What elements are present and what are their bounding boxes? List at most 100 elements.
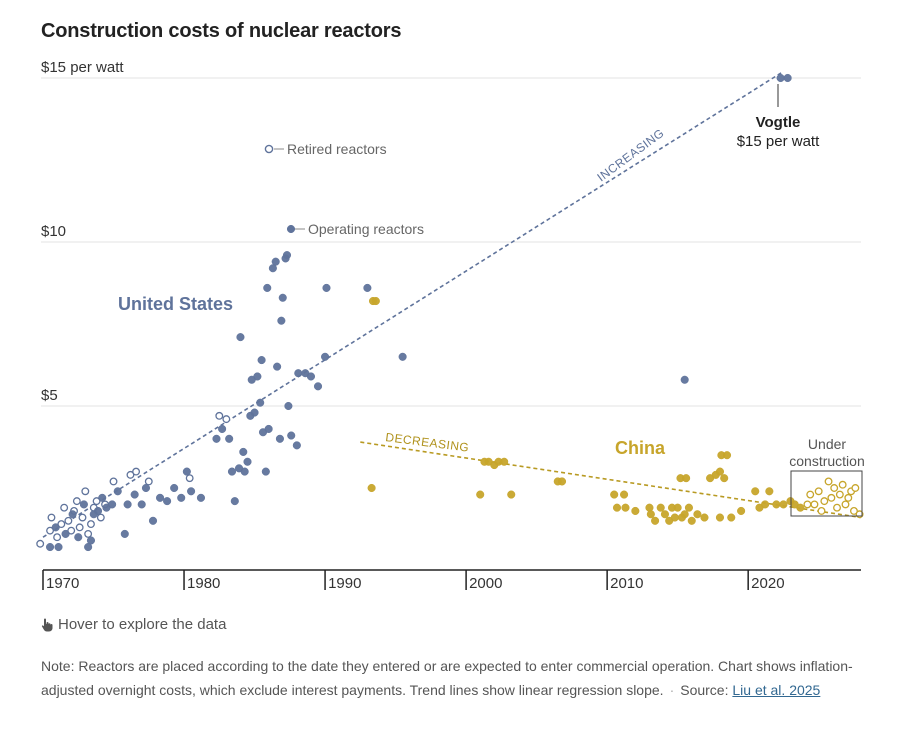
- us-operating-point[interactable]: [218, 424, 227, 434]
- us-operating-point[interactable]: [182, 467, 191, 476]
- china-operating-point[interactable]: [779, 500, 788, 509]
- china-operating-point[interactable]: [737, 506, 746, 516]
- china-under_construction-point[interactable]: [810, 500, 819, 509]
- us-operating-point[interactable]: [108, 500, 117, 509]
- us-operating-point[interactable]: [294, 369, 303, 378]
- china-operating-point[interactable]: [610, 490, 619, 499]
- china-operating-point[interactable]: [645, 503, 654, 512]
- us-operating-point[interactable]: [68, 510, 77, 519]
- us-operating-point[interactable]: [263, 283, 272, 292]
- china-operating-point[interactable]: [765, 487, 774, 496]
- us-operating-point[interactable]: [257, 356, 266, 365]
- us-retired-point[interactable]: [78, 513, 87, 522]
- us-operating-point[interactable]: [776, 73, 785, 83]
- us-retired-point[interactable]: [84, 529, 93, 538]
- us-operating-point[interactable]: [313, 382, 323, 391]
- china-operating-point[interactable]: [651, 516, 660, 525]
- china-operating-point[interactable]: [631, 506, 640, 516]
- us-retired-point[interactable]: [60, 503, 69, 512]
- us-retired-point[interactable]: [222, 415, 231, 424]
- data-points[interactable]: [36, 73, 864, 552]
- us-retired-point[interactable]: [64, 516, 73, 525]
- us-operating-point[interactable]: [212, 434, 221, 443]
- us-operating-point[interactable]: [79, 500, 88, 509]
- us-operating-point[interactable]: [227, 467, 237, 476]
- us-operating-point[interactable]: [113, 487, 122, 496]
- us-operating-point[interactable]: [225, 434, 234, 443]
- us-operating-point[interactable]: [322, 283, 331, 292]
- us-operating-point[interactable]: [261, 467, 270, 476]
- china-operating-point[interactable]: [680, 510, 689, 519]
- china-operating-point[interactable]: [612, 503, 622, 512]
- china-under_construction-point[interactable]: [803, 500, 812, 509]
- us-operating-point[interactable]: [250, 408, 259, 417]
- us-operating-point[interactable]: [278, 293, 287, 302]
- china-operating-point[interactable]: [673, 503, 682, 512]
- china-operating-point[interactable]: [620, 490, 629, 499]
- us-retired-point[interactable]: [96, 513, 105, 522]
- us-operating-point[interactable]: [123, 500, 132, 509]
- us-operating-point[interactable]: [61, 529, 70, 538]
- china-under_construction-point[interactable]: [838, 480, 847, 489]
- us-operating-point[interactable]: [253, 372, 262, 381]
- us-operating-point[interactable]: [275, 434, 284, 443]
- us-retired-point[interactable]: [126, 470, 135, 479]
- source-link[interactable]: Liu et al. 2025: [732, 682, 821, 698]
- us-operating-point[interactable]: [398, 352, 407, 361]
- us-operating-point[interactable]: [680, 375, 689, 384]
- china-operating-point[interactable]: [371, 296, 380, 306]
- china-under_construction-point[interactable]: [824, 477, 833, 486]
- us-operating-point[interactable]: [236, 333, 245, 342]
- china-operating-point[interactable]: [682, 474, 691, 483]
- us-operating-point[interactable]: [264, 424, 273, 434]
- china-under_construction-point[interactable]: [833, 503, 841, 512]
- china-under_construction-point[interactable]: [844, 493, 853, 502]
- us-retired-point[interactable]: [215, 411, 224, 420]
- us-operating-point[interactable]: [363, 283, 372, 292]
- us-operating-point[interactable]: [148, 516, 158, 525]
- us-operating-point[interactable]: [239, 447, 248, 456]
- us-retired-point[interactable]: [75, 523, 84, 532]
- china-under_construction-point[interactable]: [806, 490, 815, 499]
- us-retired-point[interactable]: [132, 467, 141, 476]
- china-operating-point[interactable]: [715, 467, 725, 476]
- us-operating-point[interactable]: [170, 483, 179, 493]
- china-operating-point[interactable]: [693, 510, 702, 519]
- china-operating-point[interactable]: [646, 510, 655, 519]
- us-operating-point[interactable]: [156, 493, 165, 502]
- china-operating-point[interactable]: [715, 513, 725, 522]
- us-retired-point[interactable]: [109, 477, 118, 486]
- us-operating-point[interactable]: [137, 500, 146, 509]
- china-operating-point[interactable]: [761, 500, 770, 509]
- china-operating-point[interactable]: [772, 500, 781, 509]
- us-retired-point[interactable]: [87, 520, 95, 529]
- china-under_construction-point[interactable]: [835, 490, 844, 499]
- us-retired-point[interactable]: [144, 477, 153, 486]
- us-retired-point[interactable]: [47, 513, 56, 522]
- china-operating-point[interactable]: [684, 503, 693, 512]
- china-operating-point[interactable]: [670, 513, 679, 522]
- us-operating-point[interactable]: [54, 542, 63, 552]
- china-under_construction-point[interactable]: [849, 507, 858, 515]
- us-operating-point[interactable]: [51, 523, 60, 532]
- china-operating-point[interactable]: [700, 513, 709, 522]
- us-operating-point[interactable]: [141, 483, 151, 493]
- scatter-chart[interactable]: $5 $10 $15 per watt 1970 1980 1990 2000 2010 20…: [0, 0, 900, 600]
- us-operating-point[interactable]: [282, 251, 292, 260]
- us-operating-point[interactable]: [256, 398, 265, 407]
- us-retired-point[interactable]: [81, 487, 90, 496]
- us-operating-point[interactable]: [130, 490, 139, 499]
- us-operating-point[interactable]: [273, 362, 282, 371]
- us-operating-point[interactable]: [306, 372, 316, 381]
- china-operating-point[interactable]: [751, 487, 760, 496]
- china-operating-point[interactable]: [367, 483, 376, 493]
- china-operating-point[interactable]: [621, 503, 630, 512]
- china-operating-point[interactable]: [796, 503, 805, 512]
- china-operating-point[interactable]: [656, 503, 665, 512]
- us-operating-point[interactable]: [86, 536, 96, 545]
- china-under_construction-point[interactable]: [817, 507, 826, 515]
- china-under_construction-point[interactable]: [814, 487, 823, 496]
- us-operating-point[interactable]: [284, 401, 293, 411]
- china-under_construction-point[interactable]: [830, 484, 839, 492]
- us-operating-point[interactable]: [277, 316, 286, 325]
